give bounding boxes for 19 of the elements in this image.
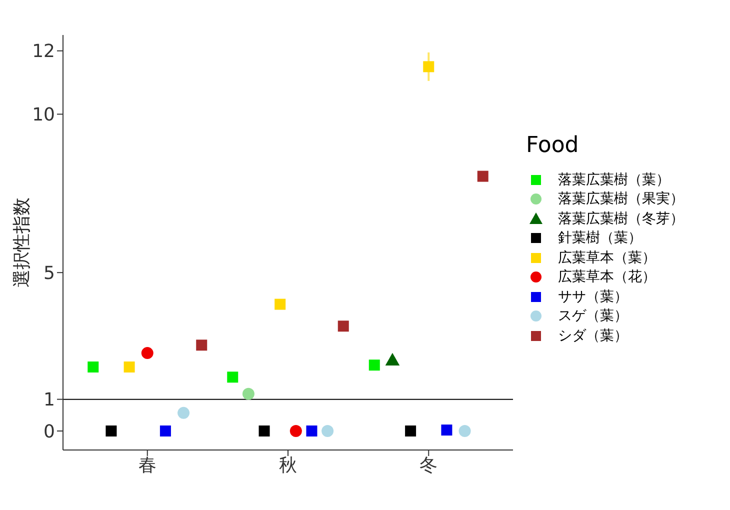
legend-title: Food (526, 133, 580, 158)
legend-label: ササ（葉） (558, 288, 628, 306)
legend-label: シダ（葉） (558, 326, 628, 345)
y-axis-title: 選択性指数 (11, 198, 32, 288)
legend-label: 落葉広葉樹（葉） (558, 170, 670, 189)
y-tick-label: 5 (44, 262, 55, 284)
legend-label: スゲ（葉） (558, 307, 628, 326)
x-tick-label: 冬 (420, 454, 438, 476)
legend-label: 広葉草本（葉） (558, 248, 656, 267)
legend-label: 針葉樹（葉） (558, 229, 642, 248)
y-tick-label: 1 (44, 390, 55, 411)
x-tick-label: 春 (138, 454, 156, 476)
x-tick-label: 秋 (279, 454, 297, 476)
legend-label: 落葉広葉樹（果実） (558, 190, 684, 208)
legend-label: 落葉広葉樹（冬芽） (558, 210, 684, 228)
y-tick-label: 10 (32, 104, 55, 126)
legend-label: 広葉草本（花） (558, 268, 656, 286)
y-tick-label: 0 (44, 421, 55, 442)
y-tick-label: 12 (32, 41, 55, 62)
